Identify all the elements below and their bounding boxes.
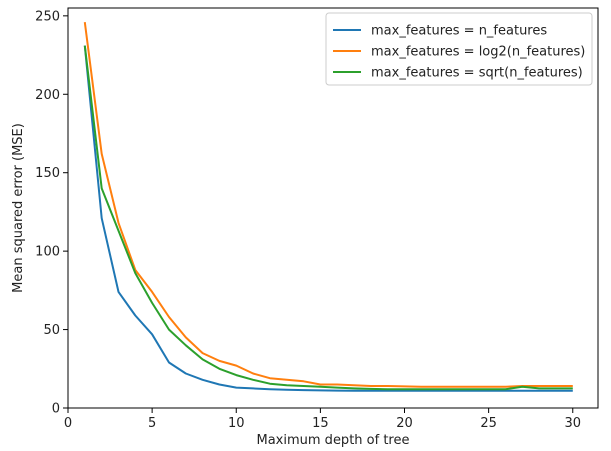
x-tick-label: 10 bbox=[228, 416, 245, 431]
x-axis-label: Maximum depth of tree bbox=[257, 433, 410, 448]
x-tick-label: 0 bbox=[64, 416, 72, 431]
y-tick-label: 0 bbox=[52, 402, 60, 417]
legend-label: max_features = n_features bbox=[371, 24, 547, 39]
series-line-0 bbox=[83, 45, 573, 392]
y-tick-label: 200 bbox=[35, 88, 60, 103]
x-tick-label: 20 bbox=[396, 416, 413, 431]
legend-label: max_features = sqrt(n_features) bbox=[371, 66, 583, 81]
y-tick-label: 250 bbox=[35, 9, 60, 24]
y-tick-label: 50 bbox=[43, 323, 60, 338]
legend: max_features = n_features max_features = … bbox=[325, 12, 593, 86]
y-tick-label: 100 bbox=[35, 245, 60, 260]
x-tick-label: 15 bbox=[312, 416, 329, 431]
x-tick-label: 30 bbox=[564, 416, 581, 431]
y-axis: 0 50 100 150 200 250 bbox=[35, 9, 68, 417]
series-line-2 bbox=[83, 45, 573, 391]
series-line-1 bbox=[83, 21, 573, 388]
x-tick-label: 25 bbox=[480, 416, 497, 431]
legend-label: max_features = log2(n_features) bbox=[371, 45, 585, 60]
x-axis: 0 5 10 15 20 25 30 bbox=[64, 408, 581, 431]
x-tick-label: 5 bbox=[148, 416, 156, 431]
legend-box bbox=[325, 12, 593, 86]
y-axis-label: Mean squared error (MSE) bbox=[11, 123, 26, 293]
plot-frame bbox=[67, 7, 599, 409]
plot-lines bbox=[83, 21, 573, 392]
y-tick-label: 150 bbox=[35, 166, 60, 181]
